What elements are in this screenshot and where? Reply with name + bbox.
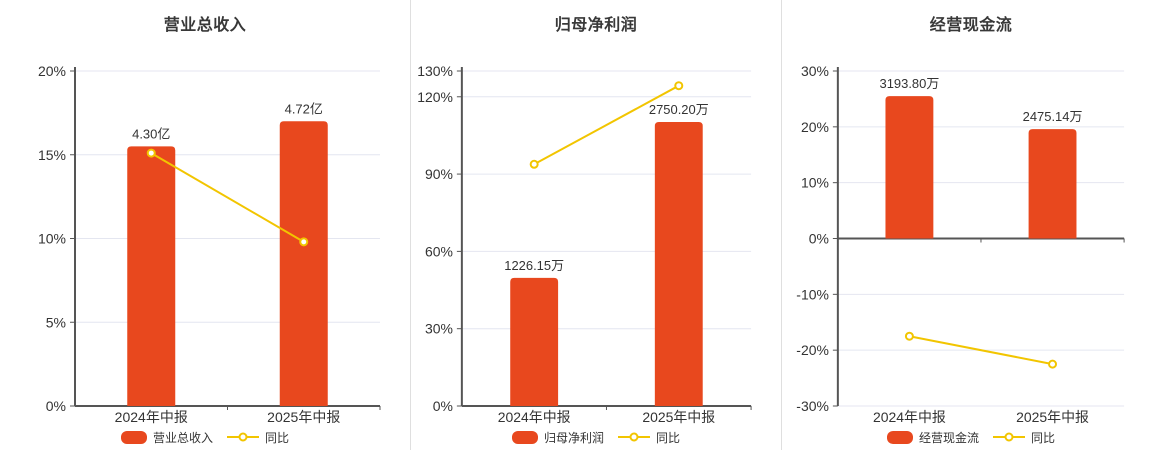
y-tick-label: 5% — [46, 314, 66, 330]
line-legend-label: 同比 — [656, 430, 681, 445]
revenue-chart-plot: 20% 15% 10% 5% 0% 4.30亿 2024年中报 4.72亿 2025年中报 — [38, 63, 381, 425]
bar-legend-swatch — [886, 430, 913, 444]
line-legend-circle-icon — [1004, 432, 1014, 442]
bar-value-label: 4.30亿 — [132, 126, 170, 141]
trend-marker — [299, 237, 309, 247]
y-tick-label: 20% — [801, 119, 829, 135]
bar-value-label: 2750.20万 — [649, 102, 709, 117]
chart-title-net-profit: 归母净利润 — [554, 17, 638, 34]
line-legend-marker-icon — [227, 431, 259, 443]
net-profit-chart-plot: 130% 120% 90% 60% 30% 0% 1226.15万 2024年中报 2750.2… — [417, 63, 752, 425]
legend-item-line[interactable]: 同比 — [227, 429, 289, 446]
chart-panel-revenue: 营业总收入 20% 15% 10% 5% 0% 4.30亿 2024年中报 4.72亿 2025… — [0, 0, 410, 450]
y-tick-label: -10% — [796, 286, 829, 302]
x-category-label: 2025年中报 — [1016, 409, 1089, 425]
bar — [127, 146, 176, 406]
legend-item-bar[interactable]: 经营现金流 — [886, 429, 979, 446]
bar — [885, 96, 934, 239]
y-tick-label: 60% — [425, 243, 453, 259]
bar — [654, 122, 703, 407]
line-legend-label: 同比 — [265, 430, 290, 445]
trend-marker — [904, 331, 914, 341]
trend-line — [533, 84, 680, 166]
y-tick-label: 10% — [801, 175, 829, 191]
bar-value-label: 1226.15万 — [504, 258, 564, 273]
chart-panel-cash-flow: 经营现金流 30% 20% 10% 0% -10% -20% -30% 3193.80万 202… — [781, 0, 1160, 450]
line-legend-marker-icon — [618, 431, 650, 443]
x-category-label: 2025年中报 — [642, 409, 715, 425]
trend-marker — [674, 81, 684, 91]
y-tick-label: 90% — [425, 166, 453, 182]
bar-legend-swatch — [120, 430, 147, 444]
legend-net-profit: 归母净利润 同比 — [411, 428, 781, 446]
chart-title-revenue: 营业总收入 — [163, 17, 247, 34]
line-legend-label: 同比 — [1031, 430, 1056, 445]
trend-marker — [1048, 359, 1058, 369]
line-legend-circle-icon — [629, 432, 639, 442]
line-legend-circle-icon — [238, 432, 248, 442]
trend-marker — [529, 159, 539, 169]
bar-legend-label: 归母净利润 — [543, 430, 604, 445]
trend-marker — [146, 148, 156, 158]
legend-item-bar[interactable]: 归母净利润 — [511, 429, 604, 446]
x-category-label: 2024年中报 — [115, 409, 188, 425]
bar — [510, 277, 559, 406]
y-tick-label: 0% — [809, 230, 829, 246]
x-category-label: 2025年中报 — [267, 409, 340, 425]
y-tick-label: 0% — [46, 398, 66, 414]
bar-value-label: 3193.80万 — [880, 76, 940, 91]
y-tick-label: -20% — [796, 342, 829, 358]
y-tick-label: -30% — [796, 398, 829, 414]
line-legend-marker-icon — [993, 431, 1025, 443]
y-tick-label: 30% — [425, 321, 453, 337]
legend-item-line[interactable]: 同比 — [993, 429, 1055, 446]
x-category-label: 2024年中报 — [498, 409, 571, 425]
y-tick-label: 15% — [38, 147, 66, 163]
cash-flow-chart-plot: 30% 20% 10% 0% -10% -20% -30% 3193.80万 2024年中报 24… — [796, 63, 1125, 425]
y-tick-label: 120% — [417, 89, 453, 105]
bar-value-label: 2475.14万 — [1023, 109, 1083, 124]
y-tick-label: 130% — [417, 63, 453, 79]
trend-line — [150, 152, 305, 243]
legend-revenue: 营业总收入 同比 — [0, 428, 410, 446]
y-tick-label: 0% — [433, 398, 453, 414]
y-tick-label: 30% — [801, 63, 829, 79]
bar — [279, 121, 328, 406]
bar-legend-label: 经营现金流 — [918, 430, 979, 445]
bar-legend-label: 营业总收入 — [152, 430, 213, 445]
chart-panel-net-profit: 归母净利润 130% 120% 90% 60% 30% 0% 1226.15万 2024年中报… — [410, 0, 781, 450]
legend-cash-flow: 经营现金流 同比 — [782, 428, 1160, 446]
trend-line — [909, 335, 1053, 366]
y-tick-label: 10% — [38, 231, 66, 247]
legend-item-line[interactable]: 同比 — [618, 429, 680, 446]
bar-legend-swatch — [511, 430, 538, 444]
legend-item-bar[interactable]: 营业总收入 — [120, 429, 213, 446]
x-category-label: 2024年中报 — [873, 409, 946, 425]
bar-value-label: 4.72亿 — [285, 101, 323, 116]
bar — [1028, 129, 1077, 239]
chart-title-cash-flow: 经营现金流 — [929, 17, 1013, 34]
y-tick-label: 20% — [38, 63, 66, 79]
